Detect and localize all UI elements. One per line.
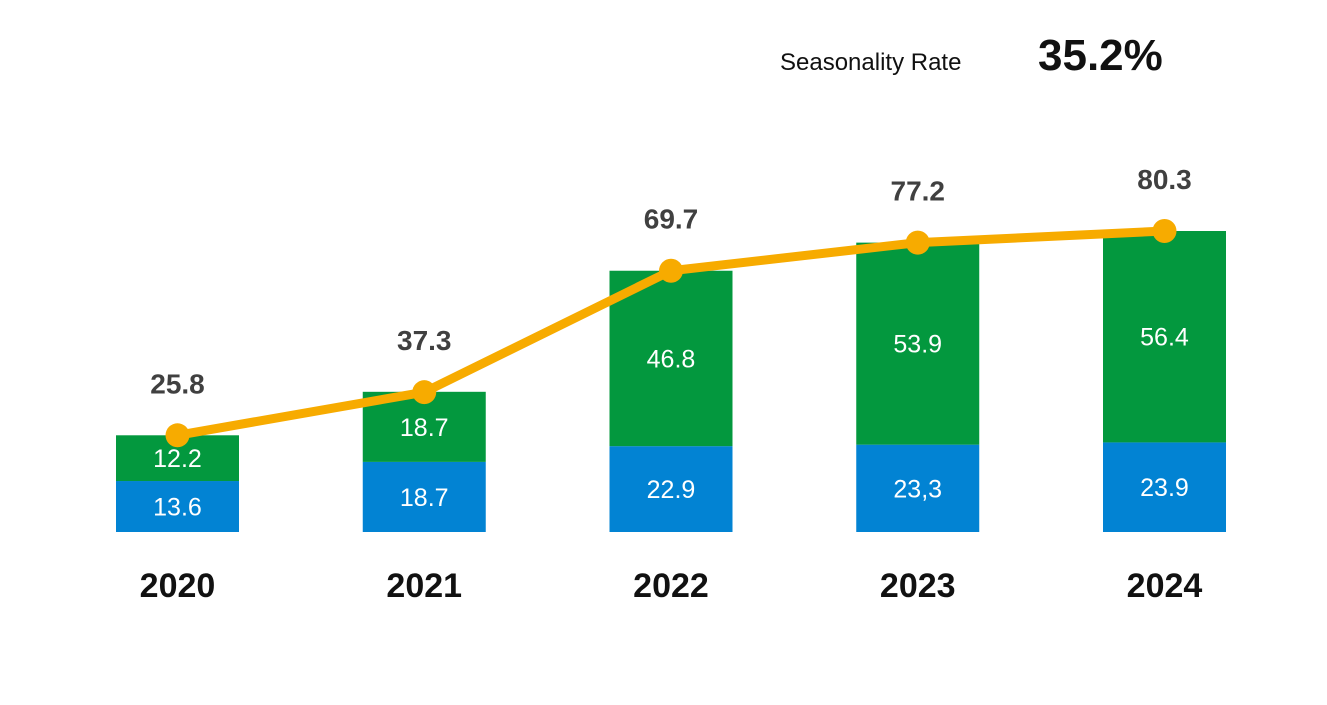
x-tick-label: 2021	[386, 567, 462, 605]
total-point	[165, 423, 190, 448]
bar-segment-0-2021	[362, 461, 486, 532]
segment-value-label: 46.8	[647, 345, 696, 373]
bar-segment-0-2022	[609, 446, 733, 532]
x-tick-label: 2020	[140, 567, 216, 605]
segment-value-label: 22.9	[647, 476, 696, 504]
total-value-label: 80.3	[1137, 164, 1192, 195]
segment-value-label: 23,3	[893, 475, 942, 503]
bar-segment-1-2024	[1103, 231, 1226, 443]
total-value-label: 69.7	[644, 204, 699, 235]
segment-value-label: 23.9	[1140, 474, 1189, 502]
total-point	[659, 258, 683, 283]
segment-value-label: 53.9	[893, 331, 942, 359]
segment-value-label: 12.2	[153, 445, 202, 473]
bar-segment-1-2022	[609, 270, 733, 447]
x-tick-label: 2024	[1127, 567, 1203, 605]
bar-segment-1-2023	[856, 242, 980, 445]
kpi-value: 35.2%	[1038, 31, 1163, 80]
x-tick-label: 2023	[880, 567, 956, 605]
bar-segment-0-2020	[116, 481, 239, 532]
total-value-label: 25.8	[150, 368, 205, 399]
total-point	[1152, 219, 1177, 243]
line-layer	[165, 219, 1177, 448]
segment-value-label: 56.4	[1140, 324, 1189, 352]
segment-value-label: 18.7	[400, 414, 449, 442]
total-point	[905, 230, 930, 255]
bar-segment-0-2023	[856, 444, 980, 532]
total-point	[412, 380, 437, 405]
segment-value-label: 13.6	[153, 494, 202, 522]
kpi-label: Seasonality Rate	[780, 49, 961, 76]
bars-layer	[116, 231, 1226, 532]
bar-segment-0-2024	[1103, 442, 1226, 532]
labels-layer: 13.6 12.2 2020 18.7 18.7 2021 22.9 46.8 2022 23,3…	[140, 164, 1203, 605]
x-tick-label: 2022	[633, 567, 709, 605]
segment-value-label: 18.7	[400, 484, 449, 512]
total-value-label: 77.2	[891, 176, 946, 207]
total-value-label: 37.3	[397, 325, 452, 356]
